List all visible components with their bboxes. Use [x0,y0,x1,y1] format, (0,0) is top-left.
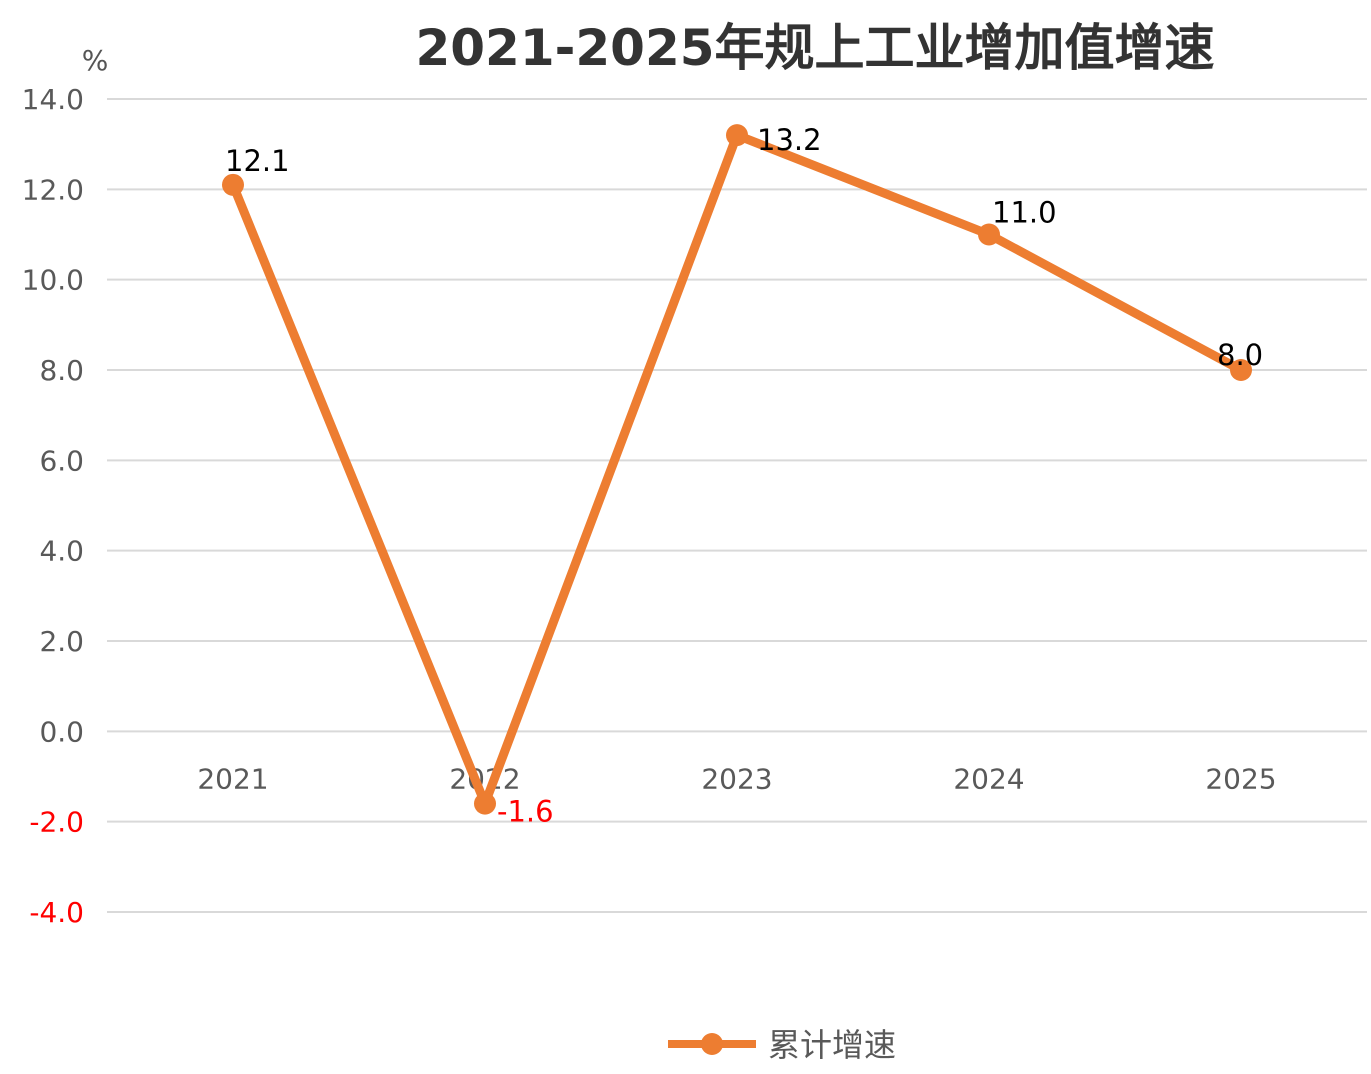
chart-title: 2021-2025年规上工业增加值增速 [415,19,1214,77]
data-point [726,124,748,147]
legend-marker [701,1033,723,1055]
x-tick-label: 2023 [701,762,772,795]
data-label: -1.6 [497,795,554,829]
series-line [222,124,1252,815]
y-axis-ticks: 14.0 12.0 10.0 8.0 6.0 4.0 2.0 0.0 -2.0 -4.0 [22,83,84,929]
y-tick-label: -4.0 [29,896,84,929]
gridlines [107,98,1367,913]
y-tick-label: 10.0 [22,264,84,297]
data-label: 13.2 [757,123,822,157]
y-tick-label: 2.0 [39,625,84,658]
data-label: 8.0 [1217,338,1263,372]
data-point [978,223,1000,246]
data-label: 11.0 [992,196,1057,230]
y-tick-label: 4.0 [39,535,84,568]
y-tick-label: 0.0 [39,715,84,748]
data-point [1230,359,1252,381]
legend: 累计增速 [668,1026,896,1064]
y-tick-label: 6.0 [39,444,84,477]
x-tick-label: 2024 [953,762,1024,795]
y-unit-label: % [82,44,109,77]
y-tick-label: 8.0 [39,354,84,387]
data-point [222,173,244,196]
x-tick-label: 2025 [1205,762,1276,795]
legend-series-name: 累计增速 [768,1026,896,1064]
data-label: 12.1 [225,144,290,178]
y-tick-label: -2.0 [29,806,84,839]
series-line-path [228,130,1246,809]
data-point [474,792,496,815]
y-tick-label: 14.0 [22,83,84,116]
x-axis-ticks: 2021 2022 2023 2024 2025 [197,762,1276,795]
x-tick-label: 2022 [449,762,520,795]
y-tick-label: 12.0 [22,173,84,206]
data-labels: 12.1 -1.6 13.2 11.0 8.0 [225,123,1263,828]
x-tick-label: 2021 [197,762,268,795]
